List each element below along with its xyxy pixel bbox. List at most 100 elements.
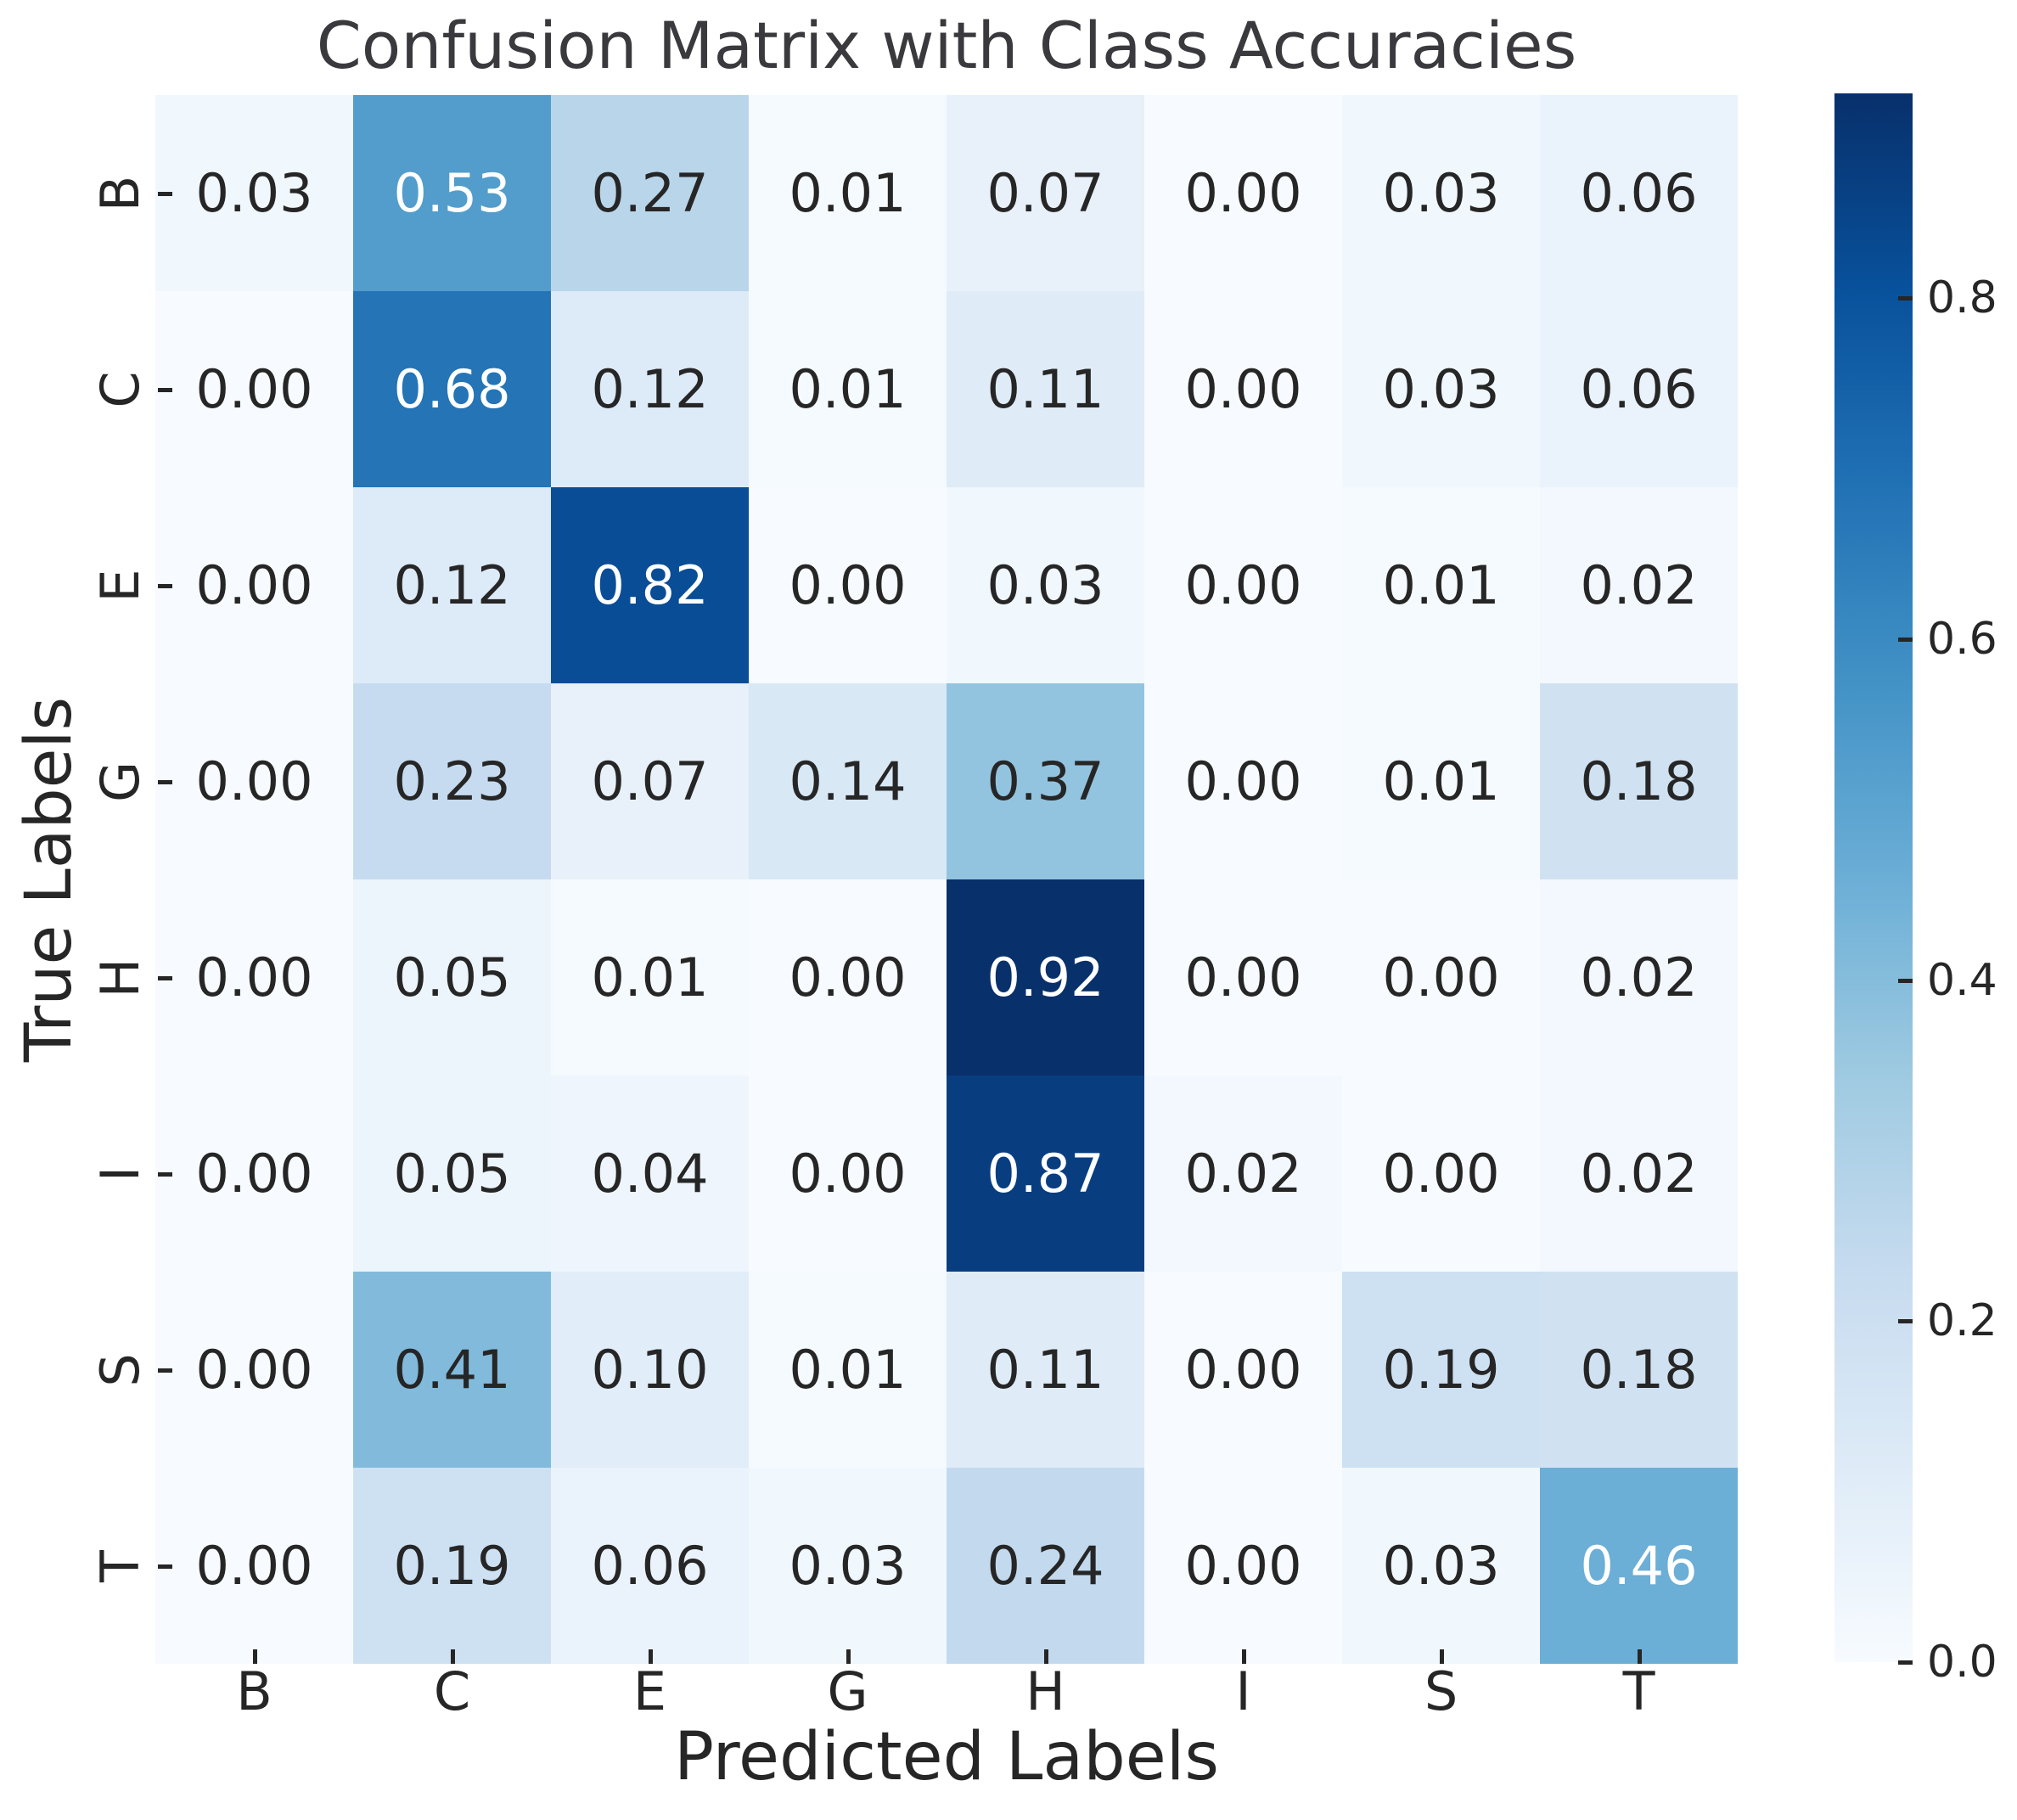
cell-value: 0.14 — [789, 750, 907, 812]
cell-value: 0.06 — [1580, 161, 1698, 224]
cell-value: 0.00 — [1382, 1142, 1500, 1205]
cell-value: 0.01 — [1382, 553, 1500, 616]
heatmap-cell-S-E: 0.10 — [551, 1272, 749, 1468]
heatmap-cell-E-S: 0.01 — [1342, 487, 1540, 683]
cell-value: 0.01 — [591, 946, 709, 1008]
cell-value: 0.00 — [195, 1338, 313, 1401]
heatmap-cell-H-S: 0.00 — [1342, 879, 1540, 1076]
cell-value: 0.06 — [591, 1534, 709, 1597]
heatmap-cell-C-T: 0.06 — [1540, 291, 1738, 487]
heatmap-cell-S-G: 0.01 — [749, 1272, 947, 1468]
cell-value: 0.00 — [195, 750, 313, 812]
heatmap-cell-B-I: 0.00 — [1144, 95, 1342, 291]
heatmap-cell-C-C: 0.68 — [353, 291, 551, 487]
heatmap-cell-S-H: 0.11 — [947, 1272, 1144, 1468]
colorbar-tick-label-0.4: 0.4 — [1927, 954, 1997, 1006]
cell-value: 0.00 — [195, 1142, 313, 1205]
heatmap-cell-E-H: 0.03 — [947, 487, 1144, 683]
y-tick-label-T: T — [89, 1549, 151, 1582]
cell-value: 0.03 — [195, 161, 313, 224]
cell-value: 0.00 — [195, 357, 313, 420]
heatmap-cell-T-B: 0.00 — [155, 1468, 353, 1664]
cell-value: 0.03 — [789, 1534, 907, 1597]
x-tick-mark — [450, 1649, 455, 1664]
cell-value: 0.18 — [1580, 1338, 1698, 1401]
cell-value: 0.00 — [789, 1142, 907, 1205]
colorbar-tick-label-0.2: 0.2 — [1927, 1295, 1997, 1347]
cell-value: 0.92 — [986, 946, 1104, 1008]
heatmap-cell-H-G: 0.00 — [749, 879, 947, 1076]
cell-value: 0.00 — [789, 946, 907, 1008]
y-tick-mark — [158, 583, 172, 588]
y-tick-mark — [158, 1368, 172, 1373]
y-tick-mark — [158, 779, 172, 784]
heatmap-cell-I-C: 0.05 — [353, 1076, 551, 1272]
y-tick-label-E: E — [89, 568, 151, 603]
x-tick-label-C: C — [433, 1660, 471, 1722]
heatmap-cell-T-I: 0.00 — [1144, 1468, 1342, 1664]
cell-value: 0.01 — [1382, 750, 1500, 812]
cell-value: 0.01 — [789, 1338, 907, 1401]
x-tick-label-E: E — [632, 1660, 667, 1722]
cell-value: 0.24 — [986, 1534, 1104, 1597]
x-tick-label-T: T — [1622, 1660, 1655, 1722]
x-tick-mark — [648, 1649, 653, 1664]
heatmap-cell-H-T: 0.02 — [1540, 879, 1738, 1076]
heatmap-grid: 0.03 0.53 0.27 0.01 0.07 0.00 0.03 0.06 0.00 0.68… — [155, 95, 1738, 1664]
cell-value: 0.41 — [393, 1338, 511, 1401]
cell-value: 0.19 — [1382, 1338, 1500, 1401]
heatmap-cell-I-H: 0.87 — [947, 1076, 1144, 1272]
cell-value: 0.00 — [1184, 946, 1302, 1008]
heatmap-cell-H-E: 0.01 — [551, 879, 749, 1076]
heatmap-cell-T-S: 0.03 — [1342, 1468, 1540, 1664]
y-tick-label-G: G — [89, 761, 151, 802]
heatmap-cell-B-C: 0.53 — [353, 95, 551, 291]
heatmap-cell-I-I: 0.02 — [1144, 1076, 1342, 1272]
heatmap-cell-E-E: 0.82 — [551, 487, 749, 683]
y-tick-label-C: C — [89, 370, 151, 408]
x-tick-mark — [846, 1649, 851, 1664]
cell-value: 0.12 — [393, 553, 511, 616]
heatmap-cell-C-H: 0.11 — [947, 291, 1144, 487]
y-tick-label-H: H — [89, 958, 151, 997]
heatmap-cell-G-G: 0.14 — [749, 683, 947, 879]
cell-value: 0.00 — [1184, 1338, 1302, 1401]
cell-value: 0.01 — [789, 357, 907, 420]
cell-value: 0.00 — [1184, 1534, 1302, 1597]
heatmap-cell-G-H: 0.37 — [947, 683, 1144, 879]
heatmap-cell-S-T: 0.18 — [1540, 1272, 1738, 1468]
heatmap-cell-G-T: 0.18 — [1540, 683, 1738, 879]
colorbar-tick-label-0.6: 0.6 — [1927, 613, 1997, 665]
cell-value: 0.10 — [591, 1338, 709, 1401]
y-tick-mark — [158, 1564, 172, 1569]
heatmap-cell-E-I: 0.00 — [1144, 487, 1342, 683]
cell-value: 0.87 — [986, 1142, 1104, 1205]
heatmap-cell-B-H: 0.07 — [947, 95, 1144, 291]
cell-value: 0.11 — [986, 357, 1104, 420]
heatmap-cell-G-S: 0.01 — [1342, 683, 1540, 879]
y-tick-label-S: S — [89, 1352, 151, 1387]
x-tick-mark — [1637, 1649, 1642, 1664]
heatmap-cell-S-S: 0.19 — [1342, 1272, 1540, 1468]
cell-value: 0.06 — [1580, 357, 1698, 420]
heatmap-cell-H-B: 0.00 — [155, 879, 353, 1076]
heatmap-cell-E-T: 0.02 — [1540, 487, 1738, 683]
cell-value: 0.11 — [986, 1338, 1104, 1401]
y-tick-mark — [158, 387, 172, 392]
x-tick-mark — [1439, 1649, 1444, 1664]
cell-value: 0.05 — [393, 946, 511, 1008]
heatmap-cell-E-G: 0.00 — [749, 487, 947, 683]
cell-value: 0.02 — [1580, 946, 1698, 1008]
heatmap-cell-C-B: 0.00 — [155, 291, 353, 487]
heatmap-cell-I-G: 0.00 — [749, 1076, 947, 1272]
cell-value: 0.12 — [591, 357, 709, 420]
x-tick-mark — [252, 1649, 257, 1664]
colorbar-tick-mark — [1898, 296, 1913, 301]
cell-value: 0.82 — [591, 553, 709, 616]
heatmap-cell-C-G: 0.01 — [749, 291, 947, 487]
cell-value: 0.00 — [1382, 946, 1500, 1008]
y-tick-label-I: I — [89, 1166, 151, 1182]
heatmap-cell-G-I: 0.00 — [1144, 683, 1342, 879]
x-axis-label: Predicted Labels — [673, 1719, 1219, 1795]
heatmap-cell-H-H: 0.92 — [947, 879, 1144, 1076]
